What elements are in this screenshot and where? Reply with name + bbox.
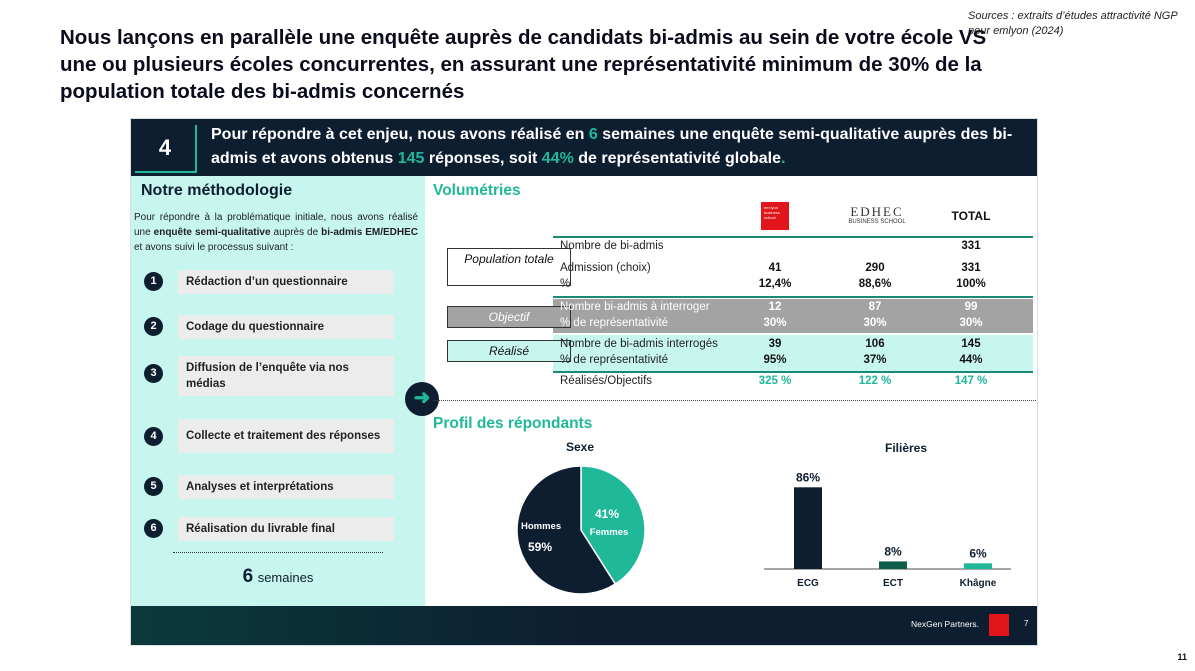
row-label: % de représentativité — [560, 317, 669, 329]
cell-edhec: 37% — [863, 354, 887, 366]
header-segment: semaines une enquête semi-qualitative au… — [211, 126, 1013, 167]
slide-image: 4 Pour répondre à cet enjeu, nous avons … — [130, 118, 1038, 646]
methodology-panel: Notre méthodologie Pour répondre à la pr… — [131, 176, 425, 606]
step-number-icon: 1 — [144, 272, 163, 291]
cell-edhec: 87 — [868, 301, 882, 313]
emlyon-logo-small — [989, 614, 1009, 636]
row-label: % de représentativité — [560, 354, 669, 366]
step-item: Rédaction d’un questionnaire — [178, 270, 394, 294]
cell-total: 100% — [956, 278, 986, 290]
cell-total: 30% — [959, 317, 983, 329]
group-population: Population totale — [447, 248, 571, 286]
bar-title: Filières — [885, 441, 927, 455]
step-number-icon: 2 — [144, 317, 163, 336]
step-item: Diffusion de l’enquête via nos médias — [178, 356, 394, 396]
group-objectif: Objectif — [447, 306, 571, 328]
edhec-logo: EDHEC BUSINESS SCHOOL — [848, 204, 906, 225]
page-title: Nous lançons en parallèle une enquête au… — [60, 26, 987, 103]
bar-value-label: 86% — [796, 470, 820, 484]
sources-note: Sources : extraits d’études attractivité… — [968, 10, 1178, 37]
step-item: Codage du questionnaire — [178, 315, 394, 339]
cell-edhec: 122 % — [858, 375, 892, 387]
cell-total: 147 % — [954, 375, 988, 387]
pie-label-femmes-pct: 41% — [595, 507, 619, 521]
bar-khâgne — [964, 563, 992, 569]
step-item: Analyses et interprétations — [178, 475, 394, 499]
cell-edhec: 106 — [865, 338, 885, 350]
slide-header: 4 Pour répondre à cet enjeu, nous avons … — [131, 119, 1037, 176]
header-segment: 44% — [541, 150, 574, 167]
table-line — [553, 236, 1033, 238]
pie-label-hommes: Hommes — [521, 521, 561, 532]
row-label: % — [560, 278, 571, 290]
cell-total: 44% — [959, 354, 983, 366]
slide-footer: NexGen Partners. 7 — [131, 606, 1037, 645]
cell-em: 325 % — [758, 375, 792, 387]
step-number-icon: 3 — [144, 364, 163, 383]
pie-slice-hommes — [516, 465, 617, 595]
arrow-right-icon: ➜ — [405, 382, 439, 416]
pie-label-femmes: Femmes — [590, 527, 629, 538]
methodology-description: Pour répondre à la problématique initial… — [134, 212, 419, 253]
cell-em: 95% — [763, 354, 787, 366]
bar-value-label: 8% — [884, 544, 902, 558]
header-segment: réponses, soit — [424, 150, 542, 167]
step-number-icon: 6 — [144, 519, 163, 538]
brand-name: NexGen Partners. — [911, 619, 980, 629]
pie-label-hommes-pct: 59% — [528, 540, 552, 554]
step-item: Collecte et traitement des réponses — [178, 419, 394, 453]
row-label: Nombre de bi-admis — [560, 240, 664, 252]
step-item: Réalisation du livrable final — [178, 517, 394, 541]
duration: 6 semaines — [242, 566, 314, 587]
cell-em: 30% — [763, 317, 787, 329]
profil-title: Profil des répondants — [433, 415, 593, 432]
bar-category-label: ECG — [797, 578, 819, 589]
divider — [433, 400, 1036, 401]
page-number: 11 — [1177, 652, 1187, 662]
methodology-title: Notre méthodologie — [141, 182, 293, 199]
cell-em: 12,4% — [758, 278, 792, 290]
row-label: Nombre bi-admis à interroger — [560, 301, 710, 313]
cell-em: 41 — [768, 262, 782, 274]
bar-ect — [879, 561, 907, 569]
bar-ecg — [794, 487, 822, 569]
header-segment: Pour répondre à cet enjeu, nous avons ré… — [211, 126, 589, 143]
step-number-icon: 4 — [144, 427, 163, 446]
pie-title: Sexe — [566, 440, 594, 454]
cell-total: 331 — [961, 262, 981, 274]
charts: Sexe 41% Femmes Hommes 59% Filières 86% ECG 8% EC… — [516, 440, 1011, 595]
total-column-header: TOTAL — [951, 209, 991, 223]
section-number: 4 — [135, 125, 197, 173]
volumetries-title: Volumétries — [433, 182, 521, 199]
table-line — [553, 296, 1033, 298]
emlyon-logo: em lyon business school — [761, 202, 789, 230]
header-segment: de représentativité globale — [573, 150, 782, 167]
cell-edhec: 290 — [865, 262, 885, 274]
row-label: Nombre de bi-admis interrogés — [560, 338, 718, 350]
cell-edhec: 88,6% — [858, 278, 892, 290]
cell-total: 145 — [961, 338, 981, 350]
bar-category-label: Khâgne — [960, 578, 997, 589]
header-segment: 145 — [397, 150, 425, 167]
header-segment: . — [781, 150, 786, 167]
row-label: Réalisés/Objectifs — [560, 375, 653, 387]
cell-total: 331 — [961, 240, 981, 252]
header-text: Pour répondre à cet enjeu, nous avons ré… — [211, 123, 1031, 171]
cell-total: 99 — [964, 301, 978, 313]
row-label: Admission (choix) — [560, 262, 651, 274]
header-segment: 6 — [588, 126, 598, 143]
bar-category-label: ECT — [883, 578, 903, 589]
step-number-icon: 5 — [144, 477, 163, 496]
objectif-band — [553, 299, 1033, 333]
divider — [173, 552, 383, 553]
realise-band — [553, 335, 1033, 371]
table-line — [553, 371, 1033, 373]
group-realise: Réalisé — [447, 340, 571, 362]
cell-edhec: 30% — [863, 317, 887, 329]
slide-number: 7 — [1024, 619, 1029, 628]
bar-value-label: 6% — [969, 546, 987, 560]
cell-em: 12 — [768, 301, 782, 313]
cell-em: 39 — [768, 338, 782, 350]
